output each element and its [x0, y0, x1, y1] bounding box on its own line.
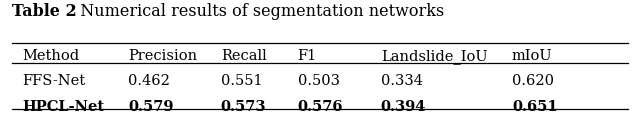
- Text: Recall: Recall: [221, 48, 266, 62]
- Text: FFS-Net: FFS-Net: [22, 74, 86, 87]
- Text: mIoU: mIoU: [512, 48, 552, 62]
- Text: 0.334: 0.334: [381, 74, 423, 87]
- Text: 0.503: 0.503: [298, 74, 340, 87]
- Text: 0.573: 0.573: [221, 99, 266, 113]
- Text: Table 2: Table 2: [12, 3, 76, 20]
- Text: 0.394: 0.394: [381, 99, 426, 113]
- Text: Precision: Precision: [128, 48, 197, 62]
- Text: 0.576: 0.576: [298, 99, 343, 113]
- Text: Numerical results of segmentation networks: Numerical results of segmentation networ…: [70, 3, 445, 20]
- Text: 0.579: 0.579: [128, 99, 173, 113]
- Text: Method: Method: [22, 48, 79, 62]
- Text: F1: F1: [298, 48, 317, 62]
- Text: 0.551: 0.551: [221, 74, 262, 87]
- Text: 0.462: 0.462: [128, 74, 170, 87]
- Text: Landslide_IoU: Landslide_IoU: [381, 48, 488, 63]
- Text: 0.620: 0.620: [512, 74, 554, 87]
- Text: 0.651: 0.651: [512, 99, 557, 113]
- Text: HPCL-Net: HPCL-Net: [22, 99, 104, 113]
